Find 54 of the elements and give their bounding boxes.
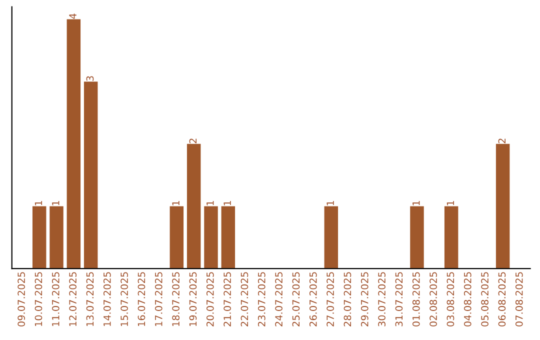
x-tick-label: 11.07.2025: [52, 272, 60, 326]
data-label: 1: [326, 200, 334, 206]
x-tick-label: 10.07.2025: [34, 272, 42, 326]
x-tick-label: 20.07.2025: [206, 272, 214, 326]
data-label: 2: [189, 138, 197, 144]
x-tick-label: 13.07.2025: [86, 272, 94, 326]
x-tick-label: 27.07.2025: [326, 272, 334, 326]
x-tick-label: 02.08.2025: [430, 272, 437, 326]
data-label: 1: [224, 200, 231, 206]
bar: [170, 206, 184, 269]
bar: [496, 144, 510, 269]
bar: [324, 206, 338, 269]
x-tick-label: 26.07.2025: [309, 272, 317, 326]
x-tick-label: 04.08.2025: [464, 272, 472, 326]
bar: [32, 206, 46, 269]
bar: [221, 206, 236, 269]
x-tick-label: 18.07.2025: [172, 272, 180, 326]
bar: [50, 206, 64, 269]
data-label: 1: [412, 200, 420, 206]
data-label: 1: [52, 200, 60, 206]
bar: [410, 206, 424, 269]
x-tick-label: 19.07.2025: [189, 272, 197, 326]
bar: [66, 19, 81, 269]
x-tick-label: 22.07.2025: [240, 272, 248, 326]
x-tick-label: 16.07.2025: [138, 272, 146, 326]
data-label: 4: [69, 14, 76, 19]
x-tick-label: 25.07.2025: [292, 272, 300, 326]
x-tick-label: 28.07.2025: [344, 272, 352, 326]
bar: [444, 206, 458, 269]
x-tick-label: 05.08.2025: [481, 272, 488, 326]
bar: [84, 82, 98, 269]
bar: [186, 144, 201, 269]
data-label: 1: [446, 200, 454, 206]
data-label: 3: [86, 76, 94, 81]
x-tick-label: 24.07.2025: [275, 272, 282, 326]
data-label: 1: [34, 200, 42, 206]
x-tick-label: 15.07.2025: [120, 272, 128, 326]
x-tick-label: 29.07.2025: [360, 272, 368, 326]
x-tick-label: 12.07.2025: [69, 272, 76, 326]
x-tick-label: 06.08.2025: [498, 272, 506, 326]
x-tick-label: 23.07.2025: [258, 272, 266, 326]
data-label: 1: [206, 200, 214, 206]
x-tick-label: 03.08.2025: [446, 272, 454, 326]
x-tick-label: 17.07.2025: [154, 272, 162, 326]
x-tick-label: 21.07.2025: [224, 272, 231, 326]
data-label: 1: [172, 200, 180, 206]
data-label: 2: [498, 138, 506, 144]
x-tick-label: 31.07.2025: [395, 272, 403, 326]
x-tick-label: 09.07.2025: [18, 272, 25, 326]
x-tick-label: 14.07.2025: [103, 272, 111, 326]
x-tick-label: 01.08.2025: [412, 272, 420, 326]
bar: [204, 206, 218, 269]
x-tick-label: 07.08.2025: [515, 272, 523, 326]
x-tick-label: 30.07.2025: [378, 272, 386, 326]
